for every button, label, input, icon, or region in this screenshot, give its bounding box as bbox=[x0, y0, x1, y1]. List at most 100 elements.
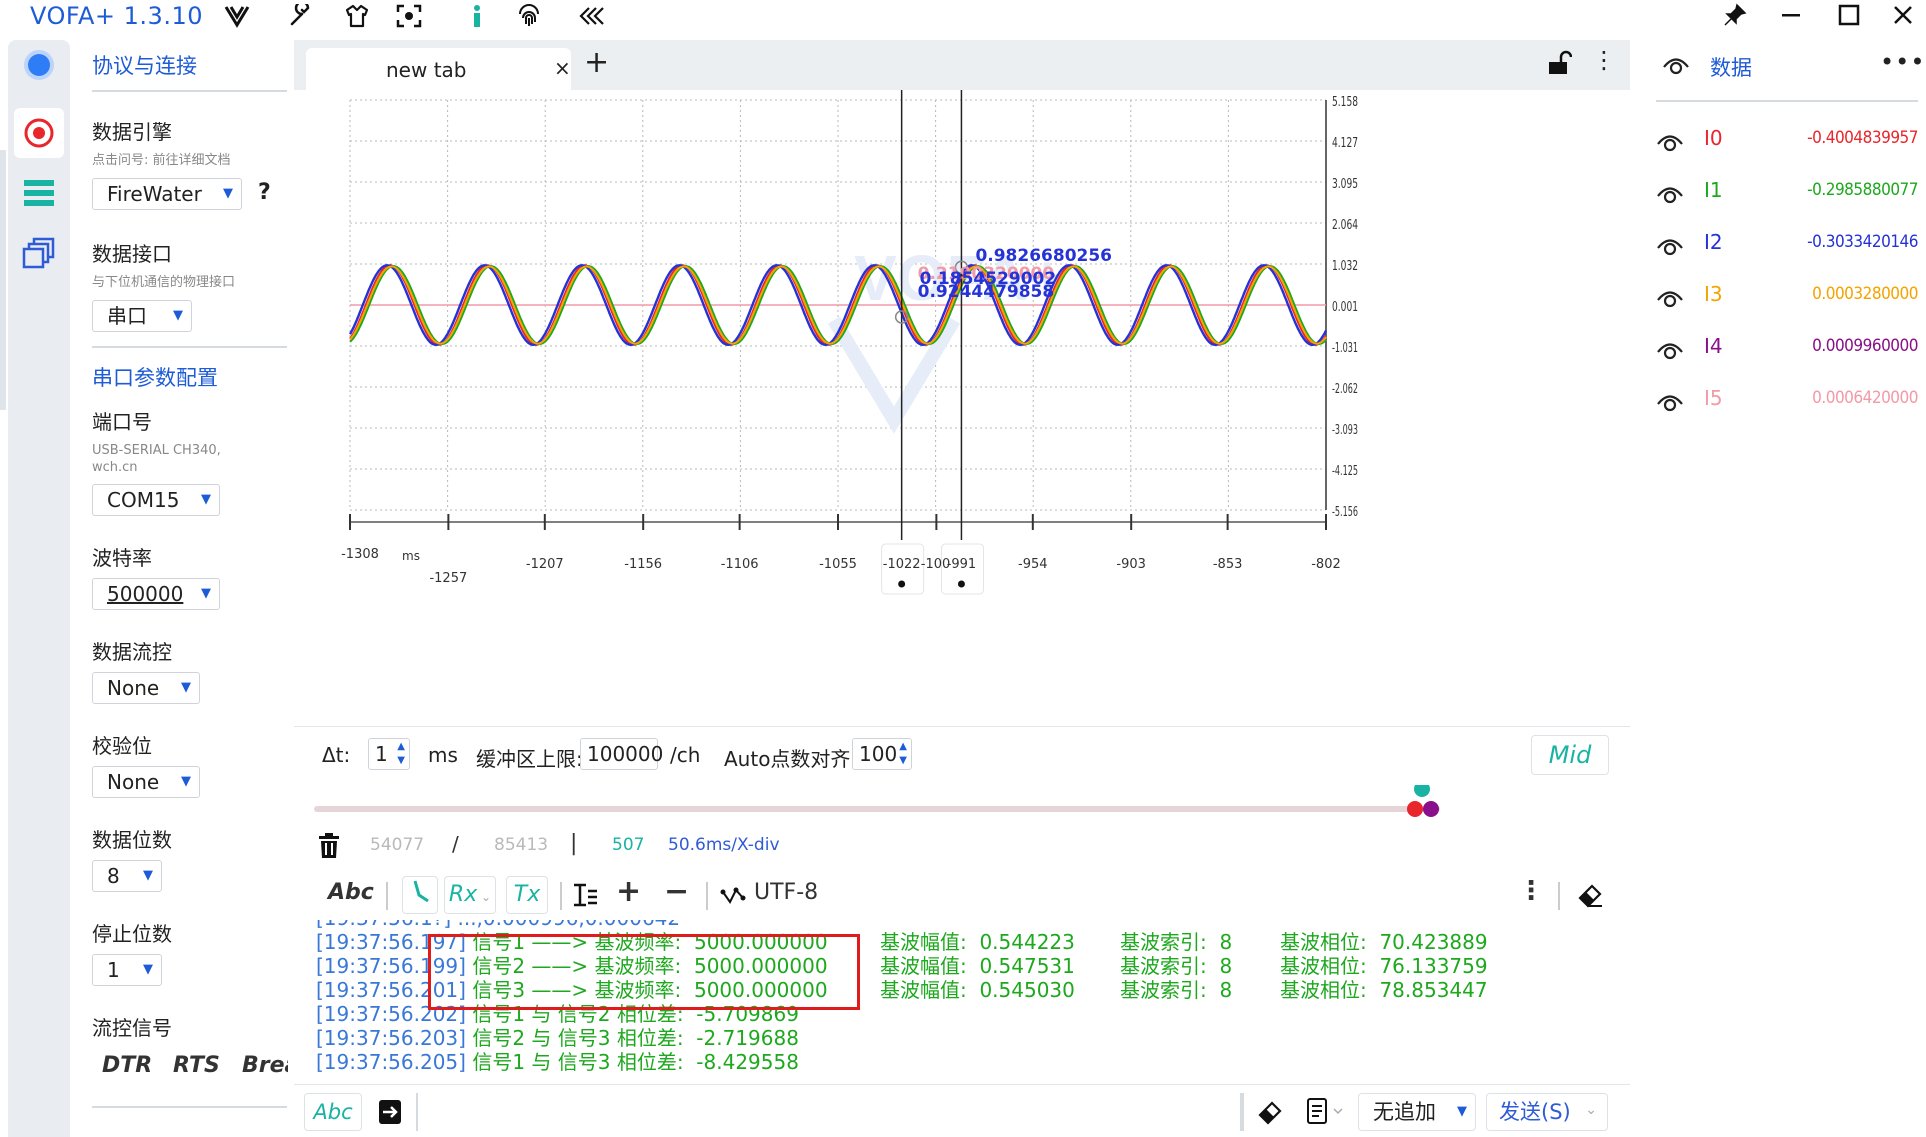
phase-text: 基波相位: 78.853447 bbox=[1280, 978, 1488, 1002]
fingerprint-icon[interactable] bbox=[516, 4, 542, 28]
shirt-icon[interactable] bbox=[344, 4, 370, 28]
rts-button[interactable]: RTS bbox=[173, 1053, 220, 1078]
y-tick-label: -1.031 bbox=[1332, 341, 1358, 356]
windows-icon[interactable] bbox=[22, 236, 56, 270]
send-button[interactable]: 发送(S) ⌄ bbox=[1486, 1093, 1608, 1131]
send-file-icon[interactable] bbox=[378, 1099, 402, 1125]
slider-track[interactable] bbox=[294, 781, 1630, 825]
channel-row-i1[interactable]: I1 -0.2985880077 bbox=[1656, 178, 1918, 208]
timestamp: [19:37:56.199] bbox=[316, 954, 466, 978]
channel-row-i5[interactable]: I5 0.0006420000 bbox=[1656, 386, 1918, 416]
eye-icon[interactable] bbox=[1656, 391, 1684, 412]
auto-align-input[interactable]: 100 ▲ ▼ bbox=[852, 738, 912, 770]
data-panel-more-icon[interactable]: ••• bbox=[1880, 48, 1926, 76]
dtr-button[interactable]: DTR bbox=[102, 1053, 153, 1078]
channel-row-i4[interactable]: I4 0.0009960000 bbox=[1656, 334, 1918, 364]
stopbits-select[interactable]: 1 ▼ bbox=[92, 954, 162, 986]
cursor-handle[interactable] bbox=[957, 580, 965, 588]
cursor-label-box[interactable] bbox=[940, 543, 984, 595]
cursor-handle[interactable] bbox=[898, 580, 906, 588]
info-icon[interactable] bbox=[464, 4, 490, 28]
slider-handle-right[interactable] bbox=[1423, 801, 1439, 817]
eye-icon[interactable] bbox=[1656, 183, 1684, 204]
slider-handle-left[interactable] bbox=[1407, 801, 1423, 817]
minimize-icon[interactable] bbox=[1776, 2, 1806, 30]
engine-select[interactable]: FireWater ▼ bbox=[92, 178, 242, 210]
zoom-out-button[interactable]: − bbox=[664, 874, 690, 909]
history-icon[interactable] bbox=[1306, 1097, 1346, 1125]
dt-input[interactable]: 1 ▲ ▼ bbox=[368, 738, 410, 770]
send-label: 发送(S) bbox=[1499, 1100, 1571, 1124]
mid-button[interactable]: Mid bbox=[1531, 735, 1609, 775]
buffer-input[interactable]: 100000 bbox=[580, 738, 663, 770]
list-icon[interactable] bbox=[22, 176, 56, 210]
text-format-icon[interactable] bbox=[572, 882, 598, 908]
tab-new-tab[interactable]: new tab × bbox=[306, 48, 571, 90]
spinner-icon[interactable]: ▲ ▼ bbox=[397, 741, 405, 766]
parity-label: 校验位 bbox=[92, 734, 152, 758]
flow-select[interactable]: None ▼ bbox=[92, 672, 200, 704]
chevron-down-icon: ▼ bbox=[201, 492, 211, 507]
spinner-icon[interactable]: ▲ ▼ bbox=[899, 741, 907, 766]
cursor-label-box[interactable] bbox=[881, 543, 925, 595]
databits-select[interactable]: 8 ▼ bbox=[92, 860, 162, 892]
zoom-in-button[interactable]: + bbox=[616, 874, 642, 909]
pin-icon[interactable] bbox=[1720, 2, 1750, 30]
tab-close-icon[interactable]: × bbox=[554, 56, 571, 80]
interface-select[interactable]: 串口 ▼ bbox=[92, 300, 192, 332]
eye-icon[interactable] bbox=[1656, 131, 1684, 152]
terminal-more-icon[interactable]: ⋮ bbox=[1518, 876, 1544, 906]
app-title: VOFA+ 1.3.10 bbox=[30, 2, 203, 30]
buffer-label: 缓冲区上限: bbox=[476, 747, 583, 771]
plot-canvas[interactable]: VOFA+5.1584.1273.0952.0641.0320.001-1.03… bbox=[294, 90, 1630, 727]
parity-select[interactable]: None ▼ bbox=[92, 766, 200, 798]
channel-row-i2[interactable]: I2 -0.3033420146 bbox=[1656, 230, 1918, 260]
chevron-down-icon: ▼ bbox=[143, 868, 153, 883]
channel-row-i0[interactable]: I0 -0.4004839957 bbox=[1656, 126, 1918, 156]
add-tab-button[interactable]: + bbox=[584, 45, 610, 80]
lock-icon[interactable] bbox=[1546, 50, 1573, 76]
eye-icon[interactable] bbox=[1656, 287, 1684, 308]
timestamp: [19:37:56.203] bbox=[316, 1026, 466, 1050]
append-mode-select[interactable]: 无追加 ▼ bbox=[1358, 1093, 1476, 1131]
format-abc-button[interactable]: Abc bbox=[328, 880, 374, 905]
trash-icon[interactable] bbox=[318, 833, 340, 859]
clear-input-icon[interactable] bbox=[1256, 1099, 1284, 1125]
screenshot-icon[interactable] bbox=[396, 4, 422, 28]
maximize-icon[interactable] bbox=[1834, 2, 1864, 30]
timestamp-toggle-icon[interactable] bbox=[402, 876, 438, 914]
eye-icon[interactable] bbox=[1656, 235, 1684, 256]
divider bbox=[386, 882, 388, 910]
range-slider[interactable] bbox=[294, 781, 1630, 825]
port-select[interactable]: COM15 ▼ bbox=[92, 484, 220, 516]
terminal-line: [19:37:56.202] 信号1 与 信号2 相位差: -5.709869 bbox=[316, 1002, 799, 1026]
eraser-icon[interactable] bbox=[1576, 882, 1604, 908]
channel-row-i3[interactable]: I3 0.0003280000 bbox=[1656, 282, 1918, 312]
collapse-icon[interactable] bbox=[578, 4, 604, 28]
wrench-icon[interactable] bbox=[288, 0, 314, 28]
encoding-select[interactable]: UTF-8 bbox=[754, 880, 819, 905]
break-button[interactable]: Brea bbox=[242, 1053, 288, 1078]
databits-value: 8 bbox=[107, 864, 120, 888]
record-icon[interactable] bbox=[14, 108, 64, 158]
vofa-logo-icon[interactable] bbox=[224, 4, 250, 28]
more-icon[interactable]: ⋮ bbox=[1592, 46, 1616, 74]
index-text: 基波索引: 8 bbox=[1120, 930, 1233, 954]
channel-name: I2 bbox=[1704, 230, 1723, 254]
send-format-button[interactable]: Abc bbox=[304, 1093, 362, 1131]
eye-icon[interactable] bbox=[1656, 339, 1684, 360]
channel-name: I5 bbox=[1704, 386, 1723, 410]
append-mode-value: 无追加 bbox=[1373, 1100, 1436, 1124]
close-icon[interactable] bbox=[1888, 2, 1918, 30]
waveform-plot[interactable]: VOFA+ 5.158 4.127 3.095 2.064 1.032 0.001 -1.03… bbox=[294, 90, 1630, 727]
baud-select[interactable]: 500000 ▼ bbox=[92, 578, 220, 610]
slider-handle-top[interactable] bbox=[1414, 781, 1430, 797]
terminal-output[interactable]: [19:37:56.1?] ...,0.000996,0.000642 [19:… bbox=[306, 920, 1626, 1078]
eye-icon[interactable] bbox=[1662, 54, 1690, 76]
send-bar: Abc 无追加 ▼ 发送(S) ⌄ bbox=[294, 1084, 1630, 1137]
rx-toggle[interactable]: Rx ⌄ bbox=[444, 876, 496, 914]
tx-toggle[interactable]: Tx bbox=[506, 876, 548, 914]
help-button[interactable]: ? bbox=[258, 180, 271, 205]
data-panel: 数据 ••• I0 -0.4004839957 I1 -0.2985880077 I2 -… bbox=[1636, 40, 1926, 1137]
connection-icon[interactable] bbox=[22, 48, 56, 82]
